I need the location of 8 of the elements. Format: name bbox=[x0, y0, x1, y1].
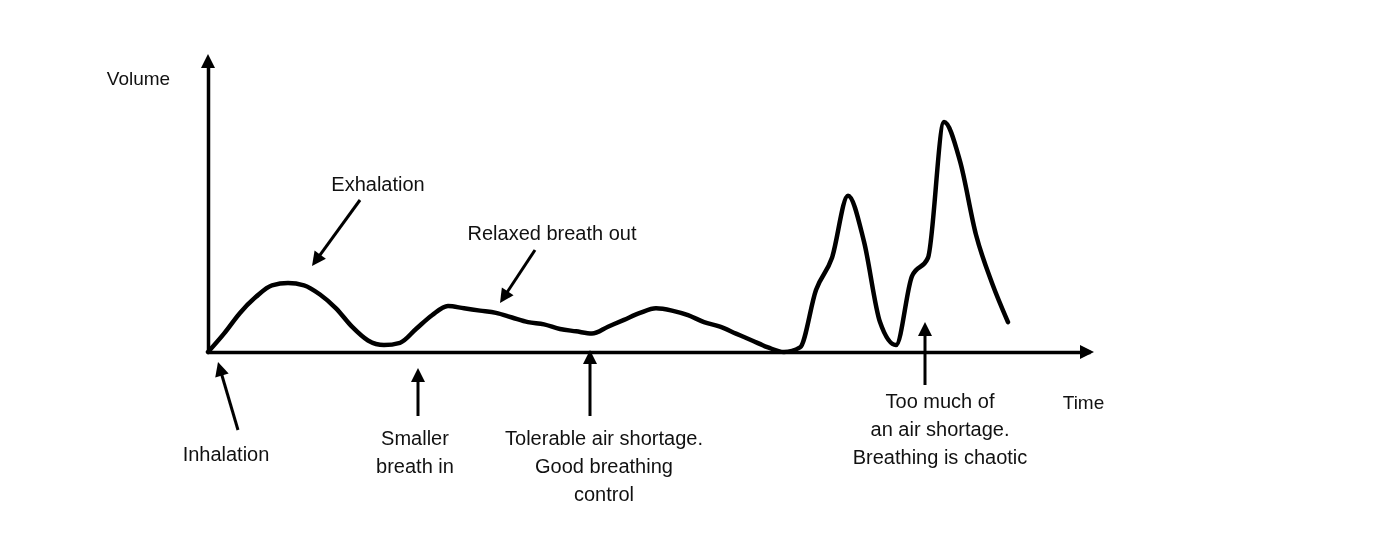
text: Smaller breath in bbox=[376, 426, 454, 479]
x-axis-title: Time bbox=[1062, 391, 1105, 413]
annotation: Relaxed breath out bbox=[467, 221, 637, 246]
y-axis-title: Volume bbox=[106, 67, 171, 89]
text: Too much of an air shortage. Breathing is chaotic bbox=[852, 389, 1028, 470]
text: Inhalation bbox=[182, 442, 270, 467]
annotation: Exhalation bbox=[331, 172, 425, 197]
text: Tolerable air shortage. Good breathing control bbox=[505, 426, 703, 507]
